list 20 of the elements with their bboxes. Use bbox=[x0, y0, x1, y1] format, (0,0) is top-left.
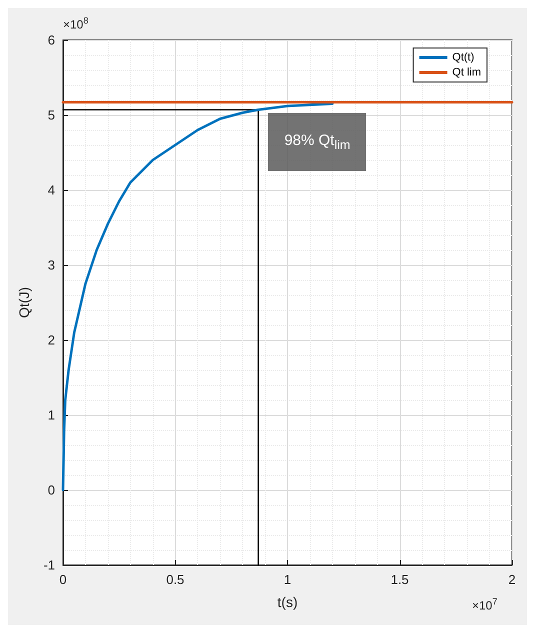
y-tick-label: 6 bbox=[48, 32, 55, 48]
y-tick-label: 4 bbox=[48, 182, 55, 198]
legend-label: Qt(t) bbox=[452, 52, 474, 64]
x-tick-label: 0 bbox=[59, 572, 67, 587]
annotation: 98% Qt$_{lim}$ bbox=[284, 132, 350, 152]
y-axis-title: Qt(J) bbox=[16, 286, 32, 318]
y-tick-label: 2 bbox=[48, 332, 55, 348]
x-tick-label: 1 bbox=[284, 572, 292, 587]
y-tick-label: 0 bbox=[48, 482, 55, 498]
callout-box: 98% Qt$_{lim}$ bbox=[268, 112, 366, 171]
y-tick-label: 3 bbox=[48, 258, 55, 272]
y-tick-label: 1 bbox=[48, 408, 55, 422]
x-tick-label: 0.5 bbox=[166, 572, 184, 587]
y-tick-label: 5 bbox=[48, 108, 55, 122]
x-tick-label: 2 bbox=[508, 572, 516, 587]
line-series bbox=[62, 102, 334, 492]
x-axis-title: t(s) bbox=[277, 594, 298, 610]
x-tick-label: 1.5 bbox=[390, 572, 409, 587]
legend-label: Qt lim bbox=[452, 66, 482, 78]
y-tick-label: -1 bbox=[43, 558, 55, 572]
